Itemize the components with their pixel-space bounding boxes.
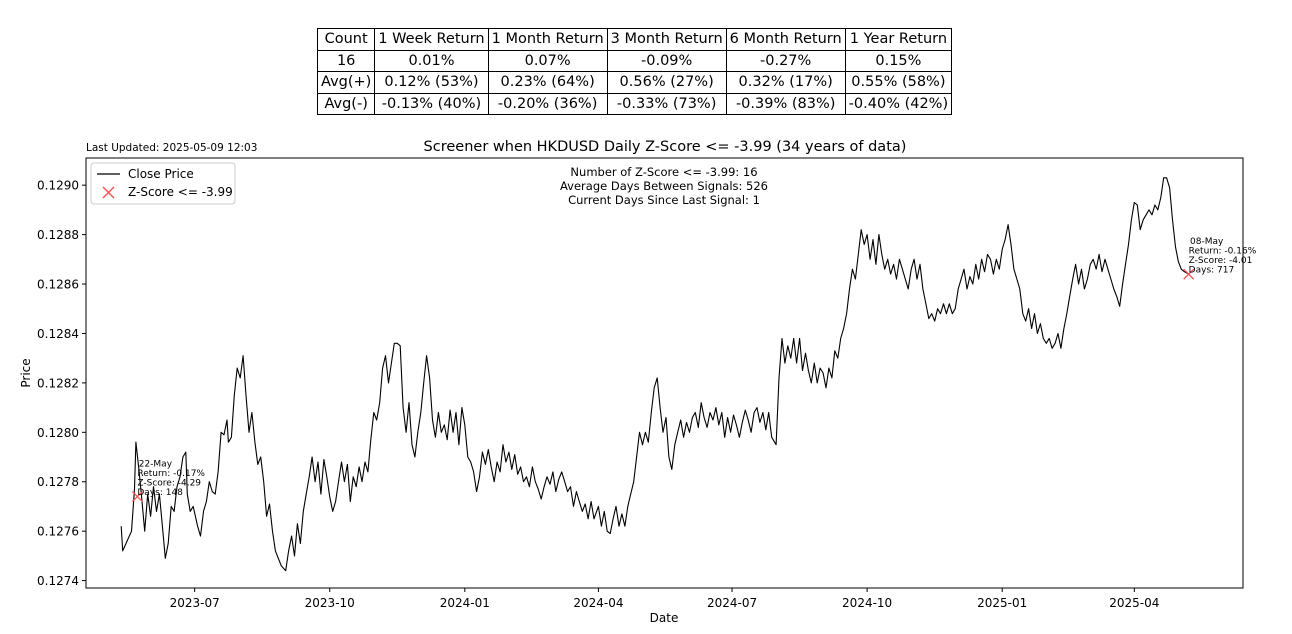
table-cell: -0.09%	[606, 49, 727, 72]
x-tick-label: 2024-01	[440, 596, 490, 610]
table-cell: 0.15%	[844, 49, 953, 72]
table-cell: 0.55% (58%)	[844, 71, 953, 94]
y-tick-label: 0.1290	[37, 179, 79, 193]
x-tick-label: 2023-10	[305, 596, 355, 610]
x-tick-label: 2025-04	[1109, 596, 1159, 610]
signal-annotation-line: Return: -0.16%	[1189, 247, 1257, 257]
y-axis-label: Price	[19, 358, 33, 387]
x-axis: 2023-07 2023-10 2024-01 2024-04 2024-07 2024-…	[170, 588, 1159, 610]
signal-annotation-line: Z-Score: -4.01	[1189, 256, 1253, 266]
y-tick-label: 0.1278	[37, 475, 79, 489]
table-cell: 0.01%	[374, 49, 489, 72]
legend-x-marker-icon	[102, 186, 115, 199]
table-header-row: Count 1 Week Return 1 Month Return 3 Mon…	[316, 28, 953, 51]
signal-x-stroke	[131, 491, 143, 503]
signal-annotation-line: Days: 148	[137, 488, 183, 498]
table-cell: 0.32% (17%)	[725, 71, 846, 94]
table-row: Avg(-) -0.13% (40%) -0.20% (36%) -0.33% …	[316, 92, 953, 115]
table-cell: 0.56% (27%)	[606, 71, 727, 94]
signal-annotation-line: Return: -0.17%	[137, 469, 205, 479]
table-cell: 16	[316, 49, 376, 72]
table-cell: 0.12% (53%)	[374, 71, 489, 94]
header-count: Count	[316, 28, 376, 51]
x-tick-label: 2023-07	[170, 596, 220, 610]
signal-annotation-line: Days: 717	[1189, 266, 1235, 276]
stats-text-block: Number of Z-Score <= -3.99: 16 Average D…	[560, 165, 768, 207]
signal-x-stroke	[1183, 268, 1195, 280]
x-tick-label: 2024-10	[842, 596, 892, 610]
signal-annotation-line: 22-May	[139, 460, 173, 470]
header-6-month: 6 Month Return	[725, 28, 846, 51]
table-row: Avg(+) 0.12% (53%) 0.23% (64%) 0.56% (27…	[316, 71, 953, 94]
signal-annotation-line: Z-Score: -4.29	[137, 479, 201, 489]
legend-label-z-score: Z-Score <= -3.99	[128, 185, 233, 199]
y-tick-label: 0.1282	[37, 376, 79, 390]
x-axis-label: Date	[650, 611, 679, 625]
signal-x-marker	[1183, 268, 1195, 280]
signal-x-marker	[131, 491, 143, 503]
stat-current-days: Current Days Since Last Signal: 1	[568, 193, 760, 207]
chart-title: Screener when HKDUSD Daily Z-Score <= -3…	[424, 139, 907, 155]
table-cell: Avg(-)	[316, 92, 376, 115]
table-cell: -0.40% (42%)	[844, 92, 953, 115]
legend-frame	[90, 162, 236, 205]
table-cell: -0.13% (40%)	[374, 92, 489, 115]
returns-summary-table: Count 1 Week Return 1 Month Return 3 Mon…	[316, 28, 953, 115]
stat-average-days: Average Days Between Signals: 526	[560, 179, 768, 193]
signal-annotation-line: 08-May	[1190, 237, 1224, 247]
table-cell: -0.27%	[725, 49, 846, 72]
y-tick-label: 0.1288	[37, 228, 79, 242]
y-tick-label: 0.1276	[37, 525, 79, 539]
x-tick-label: 2025-01	[977, 596, 1027, 610]
stat-signal-count: Number of Z-Score <= -3.99: 16	[570, 165, 757, 179]
x-tick-label: 2024-04	[573, 596, 623, 610]
header-1-year: 1 Year Return	[844, 28, 953, 51]
table-cell: -0.20% (36%)	[487, 92, 608, 115]
y-tick-label: 0.1274	[37, 574, 79, 588]
table-cell: 0.23% (64%)	[487, 71, 608, 94]
y-axis: 0.1274 0.1276 0.1278 0.1280 0.1282 0.1284 0.12…	[37, 179, 86, 588]
table-row: 16 0.01% 0.07% -0.09% -0.27% 0.15%	[316, 49, 953, 72]
table-cell: Avg(+)	[316, 71, 376, 94]
legend: Close Price Z-Score <= -3.99	[90, 162, 236, 205]
y-tick-label: 0.1280	[37, 426, 79, 440]
series-group	[120, 177, 1189, 572]
plot-frame	[85, 157, 1244, 589]
table-cell: -0.33% (73%)	[606, 92, 727, 115]
x-tick-label: 2024-07	[707, 596, 757, 610]
last-updated-text: Last Updated: 2025-05-09 12:03	[86, 142, 257, 154]
close-price-line	[120, 177, 1189, 572]
y-tick-label: 0.1286	[37, 278, 79, 292]
legend-label-close-price: Close Price	[128, 167, 194, 181]
y-tick-label: 0.1284	[37, 327, 79, 341]
